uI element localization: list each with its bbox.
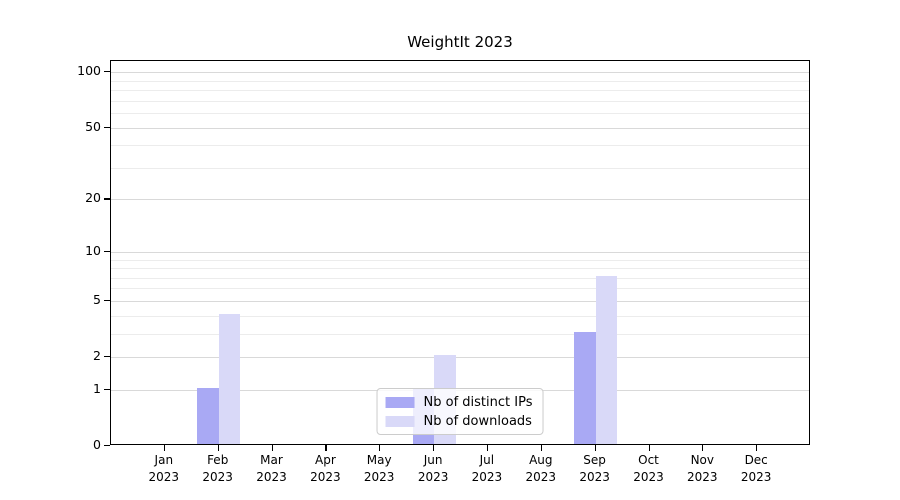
x-tick-year: 2023 (202, 469, 233, 484)
x-tick-mark (702, 445, 704, 451)
bar-distinct-ips (197, 387, 219, 444)
x-tick-month: Nov (690, 453, 714, 467)
x-tick-label: Apr 2023 (285, 452, 365, 485)
y-tick-mark (104, 126, 110, 128)
x-tick-mark (756, 445, 758, 451)
major-gridline (111, 199, 809, 201)
x-tick-year: 2023 (579, 469, 610, 484)
x-tick-label: Jul 2023 (447, 452, 527, 485)
x-tick-label: Feb 2023 (178, 452, 258, 485)
x-tick-month: Apr (315, 453, 336, 467)
x-tick-month: Mar (260, 453, 283, 467)
x-tick-month: Oct (638, 453, 659, 467)
x-tick-label: Nov 2023 (662, 452, 742, 485)
legend-item-downloads: Nb of downloads (385, 413, 533, 429)
x-tick-month: Jan (154, 453, 174, 467)
x-tick-label: Mar 2023 (232, 452, 312, 485)
x-tick-month: Aug (529, 453, 553, 467)
major-gridline (111, 300, 809, 302)
x-tick-mark (594, 445, 596, 451)
major-gridline (111, 357, 809, 358)
x-tick-label: May 2023 (339, 452, 419, 485)
minor-gridline (111, 277, 809, 279)
minor-gridline (111, 80, 809, 82)
y-tick-mark (104, 250, 110, 252)
x-tick-year: 2023 (525, 469, 557, 484)
x-tick-month: Dec (744, 453, 768, 467)
y-tick-mark (104, 388, 110, 391)
minor-gridline (111, 315, 809, 317)
minor-gridline (111, 259, 809, 261)
x-tick-year: 2023 (633, 469, 664, 484)
y-tick-mark (104, 71, 110, 73)
x-tick-month: Jul (479, 453, 495, 467)
y-tick-label: 20 (85, 190, 101, 206)
y-tick-label: 50 (85, 118, 101, 134)
legend: Nb of distinct IPs Nb of downloads (376, 388, 544, 435)
legend-label-distinct-ips: Nb of distinct IPs (423, 394, 533, 410)
minor-gridline (111, 90, 809, 92)
minor-gridline (111, 333, 809, 335)
x-tick-mark (325, 445, 327, 451)
x-tick-year: 2023 (310, 469, 341, 484)
x-tick-year: 2023 (363, 469, 395, 484)
x-tick-year: 2023 (687, 469, 718, 484)
x-tick-mark (379, 445, 381, 451)
major-gridline (111, 251, 809, 253)
y-tick-label: 100 (77, 63, 101, 79)
x-tick-month: Sep (583, 453, 606, 467)
y-tick-mark (104, 299, 110, 302)
minor-gridline (111, 268, 809, 269)
legend-label-downloads: Nb of downloads (423, 413, 532, 429)
y-tick-mark (104, 356, 110, 358)
legend-item-distinct-ips: Nb of distinct IPs (385, 394, 533, 410)
major-gridline (111, 72, 809, 74)
legend-swatch-downloads-icon (385, 415, 415, 427)
plot-area: Nb of distinct IPs Nb of downloads (110, 60, 810, 445)
x-tick-label: Jan 2023 (124, 452, 204, 485)
x-tick-mark (540, 445, 542, 451)
y-tick-label: 2 (93, 348, 101, 363)
x-tick-label: Aug 2023 (501, 452, 581, 485)
minor-gridline (111, 113, 809, 115)
major-gridline (111, 127, 809, 129)
x-tick-mark (648, 445, 650, 451)
x-tick-month: Feb (207, 453, 229, 467)
x-tick-year: 2023 (471, 469, 503, 484)
x-tick-mark (217, 445, 219, 451)
x-tick-month: May (366, 453, 392, 467)
bar-distinct-ips (574, 331, 596, 444)
y-tick-label: 0 (93, 437, 101, 452)
x-tick-label: Sep 2023 (555, 452, 635, 485)
x-tick-mark (433, 445, 435, 451)
legend-swatch-distinct-ips-icon (385, 396, 415, 408)
minor-gridline (111, 100, 809, 102)
minor-gridline (111, 167, 809, 169)
x-tick-label: Jun 2023 (393, 452, 473, 485)
x-tick-label: Dec 2023 (716, 452, 796, 485)
chart-title: WeightIt 2023 (407, 33, 513, 51)
minor-gridline (111, 288, 809, 290)
bar-downloads (595, 275, 618, 444)
y-tick-label: 1 (93, 380, 101, 396)
y-tick-mark (104, 445, 110, 447)
x-tick-year: 2023 (417, 469, 449, 484)
x-tick-label: Oct 2023 (609, 452, 689, 485)
y-tick-mark (104, 198, 110, 200)
y-tick-label: 10 (85, 242, 101, 258)
x-tick-mark (163, 445, 165, 451)
bar-downloads (218, 313, 241, 444)
x-tick-year: 2023 (148, 469, 180, 484)
minor-gridline (111, 145, 809, 147)
x-tick-mark (486, 445, 489, 451)
x-tick-month: Jun (423, 453, 443, 467)
y-tick-label: 5 (93, 291, 101, 307)
x-tick-mark (271, 445, 273, 451)
x-tick-year: 2023 (740, 469, 772, 484)
x-tick-year: 2023 (256, 469, 287, 484)
